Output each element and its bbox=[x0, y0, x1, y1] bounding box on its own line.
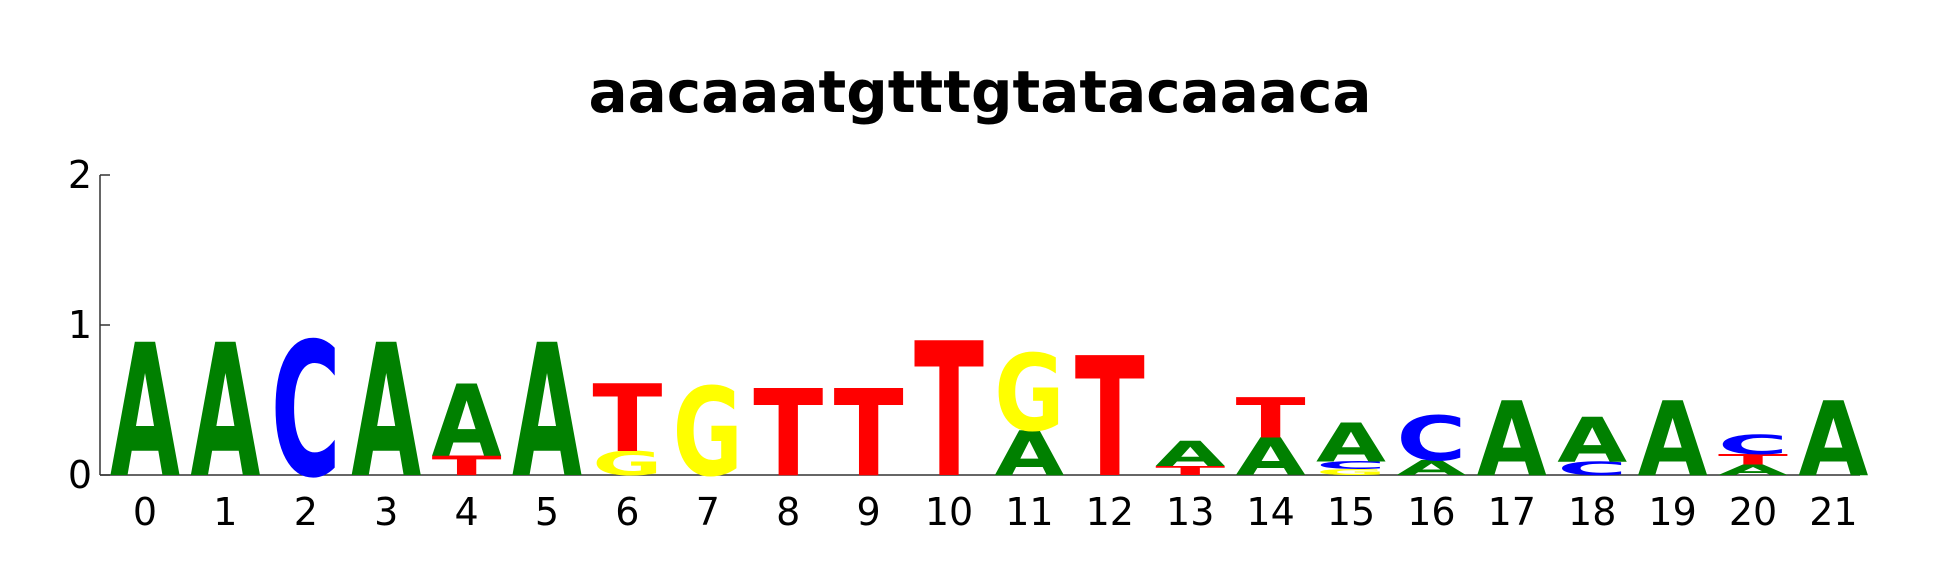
x-tick-label: 21 bbox=[1809, 490, 1857, 534]
logo-letter-a: A bbox=[110, 306, 180, 519]
logo-letter-g: G bbox=[1316, 468, 1386, 477]
logo-letter-t: T bbox=[432, 450, 502, 481]
logo-letter-t: T bbox=[834, 366, 904, 504]
logo-letter-t: T bbox=[1155, 464, 1225, 478]
x-tick-label: 2 bbox=[294, 490, 318, 534]
logo-letter-t: T bbox=[1075, 324, 1145, 515]
logo-letter-a: A bbox=[351, 306, 421, 519]
x-ticks: 0 1 2 3 4 5 6 7 8 9 10 11 12 13 14 15 16 17 18 19 20 21 bbox=[133, 490, 1858, 534]
logo-letter-a: A bbox=[432, 365, 502, 480]
logo-letter-t: T bbox=[1236, 386, 1306, 451]
x-tick-label: 1 bbox=[213, 490, 237, 534]
logo-letter-a: A bbox=[190, 306, 260, 519]
x-tick-label: 17 bbox=[1488, 490, 1536, 534]
logo-letter-t: T bbox=[1718, 451, 1788, 468]
logo-letter-t: T bbox=[914, 304, 984, 519]
logo-letter-a: A bbox=[1316, 412, 1387, 475]
x-tick-label: 7 bbox=[696, 490, 720, 534]
logo-letter-a: A bbox=[994, 418, 1064, 490]
x-tick-label: 4 bbox=[455, 490, 479, 534]
x-tick-label: 19 bbox=[1648, 490, 1696, 534]
logo-letter-c: C bbox=[1557, 458, 1627, 480]
x-tick-label: 14 bbox=[1246, 490, 1294, 534]
logo-letter-a: A bbox=[1155, 434, 1225, 475]
x-tick-label: 10 bbox=[925, 490, 973, 534]
logo-letter-a: A bbox=[1798, 379, 1868, 499]
x-tick-label: 13 bbox=[1166, 490, 1214, 534]
x-tick-label: 12 bbox=[1086, 490, 1134, 534]
x-tick-label: 11 bbox=[1005, 490, 1053, 534]
x-tick-label: 0 bbox=[133, 490, 157, 534]
logo-letter-c: C bbox=[1316, 459, 1386, 471]
logo-letter-c: C bbox=[1718, 429, 1788, 460]
logo-letter-a: A bbox=[1236, 428, 1306, 487]
logo-letter-t: T bbox=[753, 366, 823, 504]
y-tick-label: 1 bbox=[68, 303, 92, 347]
x-tick-label: 20 bbox=[1729, 490, 1777, 534]
logo-letter-g: G bbox=[994, 332, 1064, 455]
x-tick-label: 9 bbox=[857, 490, 881, 534]
logo-letter-c: C bbox=[1396, 402, 1466, 474]
logo-letter-a: A bbox=[1396, 456, 1466, 480]
x-tick-label: 5 bbox=[535, 490, 559, 534]
logo-letter-c: C bbox=[271, 303, 341, 519]
logo-letter-t: T bbox=[592, 366, 662, 474]
y-tick-label: 0 bbox=[68, 453, 92, 497]
logo-letter-a: A bbox=[1718, 462, 1788, 479]
x-tick-label: 6 bbox=[615, 490, 639, 534]
y-tick-label: 2 bbox=[68, 153, 92, 197]
chart-title: aacaaatgtttgtatacaaaca bbox=[588, 58, 1371, 126]
x-tick-label: 3 bbox=[374, 490, 398, 534]
logo-letter-g: G bbox=[673, 363, 743, 504]
x-tick-label: 18 bbox=[1568, 490, 1616, 534]
logo-letter-a: A bbox=[1638, 379, 1708, 499]
logo-letter-g: G bbox=[592, 445, 662, 483]
logo-letter-a: A bbox=[512, 306, 582, 519]
x-tick-label: 8 bbox=[776, 490, 800, 534]
y-ticks: 0 1 2 bbox=[68, 153, 110, 497]
logo-letter-a: A bbox=[1557, 405, 1627, 477]
x-tick-label: 16 bbox=[1407, 490, 1455, 534]
logo-letter-a: A bbox=[1477, 379, 1547, 499]
x-tick-label: 15 bbox=[1327, 490, 1375, 534]
